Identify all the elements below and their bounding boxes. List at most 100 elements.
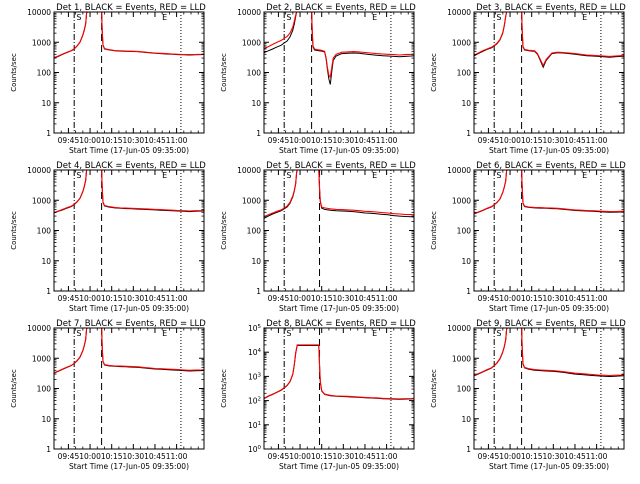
- x-tick-label: 10:15: [101, 294, 123, 303]
- y-tick-label: 103: [248, 372, 262, 381]
- y-tick-label: 10: [41, 257, 51, 266]
- y-tick-label: 101: [248, 421, 261, 430]
- y-tick-label: 1000: [452, 38, 471, 47]
- marker-e-label: E: [162, 329, 167, 338]
- y-tick-label: 10000: [237, 8, 261, 17]
- plot-frame: [263, 11, 415, 134]
- y-tick-label: 100: [457, 69, 472, 78]
- y-tick-label: 1: [46, 129, 51, 138]
- panel-title: Det 2, BLACK = Events, RED = LLD: [266, 3, 416, 13]
- plot-frame: [473, 327, 625, 450]
- panel-title: Det 9, BLACK = Events, RED = LLD: [476, 319, 626, 329]
- y-axis-label: Counts/sec: [10, 369, 18, 408]
- y-axis-label: Counts/sec: [220, 369, 228, 408]
- x-tick-label: 11:00: [586, 452, 608, 461]
- panel-title: Det 5, BLACK = Events, RED = LLD: [266, 161, 416, 171]
- y-tick-label: 10000: [447, 166, 471, 175]
- y-tick-label: 10: [251, 99, 261, 108]
- x-tick-label: 10:45: [564, 136, 586, 145]
- y-tick-label: 10: [461, 257, 471, 266]
- x-tick-label: 10:00: [79, 136, 101, 145]
- x-tick-label: 10:00: [289, 452, 311, 461]
- x-tick-label: 10:00: [79, 452, 101, 461]
- plot-frame: [53, 11, 205, 134]
- x-tick-label: 10:45: [144, 452, 166, 461]
- x-axis-label: Start Time (17-Jun-05 09:35:00): [69, 304, 189, 313]
- marker-s-label: S: [76, 13, 81, 22]
- plot-frame: [473, 169, 625, 292]
- y-tick-label: 1000: [32, 38, 51, 47]
- marker-e-label: E: [582, 329, 587, 338]
- y-tick-label: 100: [457, 227, 472, 236]
- marker-e-label: E: [582, 13, 587, 22]
- series-line-lld: [264, 12, 414, 79]
- y-tick-label: 1000: [32, 354, 51, 363]
- marker-s-label: S: [76, 329, 81, 338]
- y-tick-label: 10000: [27, 324, 51, 333]
- y-tick-label: 100: [457, 385, 472, 394]
- y-tick-label: 100: [248, 445, 262, 454]
- y-tick-label: 1000: [242, 196, 261, 205]
- y-tick-label: 1: [256, 129, 261, 138]
- x-tick-label: 10:30: [123, 452, 145, 461]
- x-tick-label: 10:30: [543, 294, 565, 303]
- x-axis-label: Start Time (17-Jun-05 09:35:00): [489, 462, 609, 471]
- y-axis-label: Counts/sec: [430, 369, 438, 408]
- y-tick-label: 100: [37, 227, 52, 236]
- marker-s-label: S: [286, 13, 291, 22]
- x-tick-label: 10:45: [564, 452, 586, 461]
- x-tick-label: 10:15: [101, 452, 123, 461]
- x-tick-label: 10:00: [499, 452, 521, 461]
- x-tick-label: 10:00: [289, 136, 311, 145]
- x-axis-label: Start Time (17-Jun-05 09:35:00): [279, 304, 399, 313]
- x-tick-label: 11:00: [166, 136, 188, 145]
- x-tick-label: 10:45: [354, 136, 376, 145]
- x-tick-label: 11:00: [376, 452, 398, 461]
- y-tick-label: 10: [461, 415, 471, 424]
- marker-s-label: S: [286, 329, 291, 338]
- x-tick-label: 09:45: [478, 294, 500, 303]
- y-axis-label: Counts/sec: [220, 211, 228, 250]
- x-tick-label: 11:00: [166, 294, 188, 303]
- x-tick-label: 09:45: [268, 294, 290, 303]
- x-tick-label: 11:00: [586, 294, 608, 303]
- marker-e-label: E: [372, 171, 377, 180]
- panel-title: Det 7, BLACK = Events, RED = LLD: [56, 319, 206, 329]
- x-tick-label: 10:30: [123, 136, 145, 145]
- panel-title: Det 4, BLACK = Events, RED = LLD: [56, 161, 206, 171]
- series-line-events: [264, 345, 414, 400]
- x-tick-label: 10:15: [101, 136, 123, 145]
- panel-title: Det 1, BLACK = Events, RED = LLD: [56, 3, 206, 13]
- x-axis-label: Start Time (17-Jun-05 09:35:00): [279, 462, 399, 471]
- x-tick-label: 09:45: [58, 294, 80, 303]
- x-tick-label: 10:00: [499, 136, 521, 145]
- y-tick-label: 1: [46, 287, 51, 296]
- y-tick-label: 105: [248, 324, 262, 333]
- marker-e-label: E: [582, 171, 587, 180]
- marker-s-label: S: [286, 171, 291, 180]
- x-tick-label: 09:45: [58, 136, 80, 145]
- x-axis-label: Start Time (17-Jun-05 09:35:00): [489, 146, 609, 155]
- y-tick-label: 100: [247, 227, 262, 236]
- x-tick-label: 10:30: [333, 452, 355, 461]
- x-tick-label: 10:00: [79, 294, 101, 303]
- x-tick-label: 10:45: [144, 136, 166, 145]
- x-tick-label: 10:45: [354, 294, 376, 303]
- marker-s-label: S: [496, 13, 501, 22]
- x-tick-label: 10:15: [311, 452, 333, 461]
- x-tick-label: 10:00: [289, 294, 311, 303]
- plot-frame: [53, 327, 205, 450]
- x-tick-label: 10:15: [311, 294, 333, 303]
- x-tick-label: 10:30: [123, 294, 145, 303]
- x-tick-label: 09:45: [268, 452, 290, 461]
- x-tick-label: 11:00: [586, 136, 608, 145]
- x-tick-label: 10:00: [499, 294, 521, 303]
- y-tick-label: 10: [461, 99, 471, 108]
- y-tick-label: 1: [466, 129, 471, 138]
- x-tick-label: 09:45: [58, 452, 80, 461]
